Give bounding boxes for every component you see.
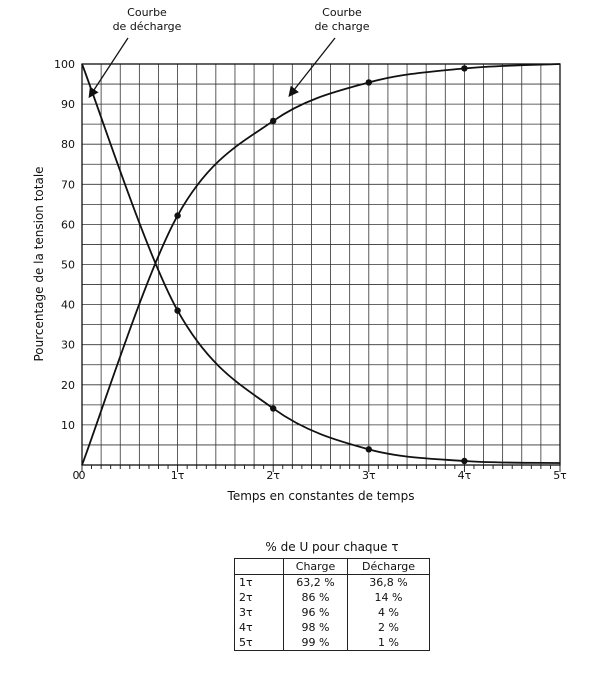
table-header-empty	[234, 558, 284, 575]
table-cell-discharge: 1 %	[347, 635, 430, 651]
y-axis-title: Pourcentage de la tension totale	[32, 166, 46, 361]
table-row: 4τ 98 % 2 %	[234, 620, 430, 635]
percentage-table-block: % de U pour chaque τ Charge Décharge 1τ …	[234, 540, 430, 651]
x-tick-label: 3τ	[362, 469, 376, 482]
data-point	[270, 405, 277, 412]
x-minor-ticks	[81, 465, 561, 472]
table-cell-charge: 86 %	[282, 590, 349, 605]
table-header-row: Charge Décharge	[234, 558, 430, 575]
y-tick-label: 70	[61, 178, 75, 191]
y-tick-label: 60	[61, 218, 75, 231]
table-title: % de U pour chaque τ	[265, 540, 399, 554]
table-cell-discharge: 36,8 %	[347, 574, 430, 590]
rc-curve-chart: 0 1τ 2τ 3τ 4τ 5τ 10 20 30 40 50 60 70 80 90 100 0 Temps…	[32, 6, 568, 503]
table-cell-charge: 63,2 %	[282, 574, 349, 590]
data-point	[365, 446, 372, 453]
table-cell-charge: 96 %	[282, 605, 349, 620]
table-row: 2τ 86 % 14 %	[234, 590, 430, 605]
annotation-charge-line2: de charge	[314, 20, 369, 33]
table-cell-charge: 99 %	[282, 635, 349, 651]
table-row-label: 3τ	[234, 605, 284, 620]
x-tick-label: 4τ	[458, 469, 472, 482]
x-tick-label: 2τ	[266, 469, 280, 482]
y-tick-label: 90	[61, 98, 75, 111]
y-tick-labels: 10 20 30 40 50 60 70 80 90 100 0	[54, 58, 80, 482]
table-cell-discharge: 4 %	[347, 605, 430, 620]
x-axis-title: Temps en constantes de temps	[227, 489, 415, 503]
y-tick-label: 50	[61, 259, 75, 272]
table-row: 5τ 99 % 1 %	[234, 635, 430, 651]
y-tick-label: 100	[54, 58, 75, 71]
table-cell-discharge: 2 %	[347, 620, 430, 635]
table-row-label: 1τ	[234, 574, 284, 590]
annotation-charge-line1: Courbe	[322, 6, 362, 19]
annotation-discharge-line1: Courbe	[127, 6, 167, 19]
y-tick-label: 10	[61, 419, 75, 432]
y-tick-label: 20	[61, 379, 75, 392]
annotation-discharge-arrow	[88, 37, 129, 99]
data-point	[365, 79, 372, 86]
y-tick-label: 30	[61, 339, 75, 352]
x-tick-label: 1τ	[171, 469, 185, 482]
data-point	[174, 212, 181, 219]
x-tick-label: 0	[79, 469, 86, 482]
data-points	[174, 65, 468, 465]
table-row-label: 2τ	[234, 590, 284, 605]
y-tick-label: 40	[61, 299, 75, 312]
data-point	[461, 65, 468, 72]
table-cell-discharge: 14 %	[347, 590, 430, 605]
table-cell-charge: 98 %	[282, 620, 349, 635]
table-row: 1τ 63,2 % 36,8 %	[234, 574, 430, 590]
table-row-label: 4τ	[234, 620, 284, 635]
table-header-charge: Charge	[282, 558, 349, 575]
annotation-charge-arrow	[288, 37, 336, 98]
grid	[82, 64, 560, 465]
x-tick-labels: 0 1τ 2τ 3τ 4τ 5τ	[79, 469, 568, 482]
x-tick-label: 5τ	[553, 469, 567, 482]
data-point	[270, 117, 277, 125]
table-row-label: 5τ	[234, 635, 284, 651]
data-point	[174, 307, 181, 314]
annotation-discharge-line2: de décharge	[113, 20, 182, 33]
table-header-discharge: Décharge	[347, 558, 430, 575]
percentage-table: Charge Décharge 1τ 63,2 % 36,8 % 2τ 86 %…	[234, 558, 430, 651]
table-row: 3τ 96 % 4 %	[234, 605, 430, 620]
y-tick-label: 80	[61, 138, 75, 151]
origin-label: 0	[73, 469, 80, 482]
data-point	[461, 457, 468, 465]
